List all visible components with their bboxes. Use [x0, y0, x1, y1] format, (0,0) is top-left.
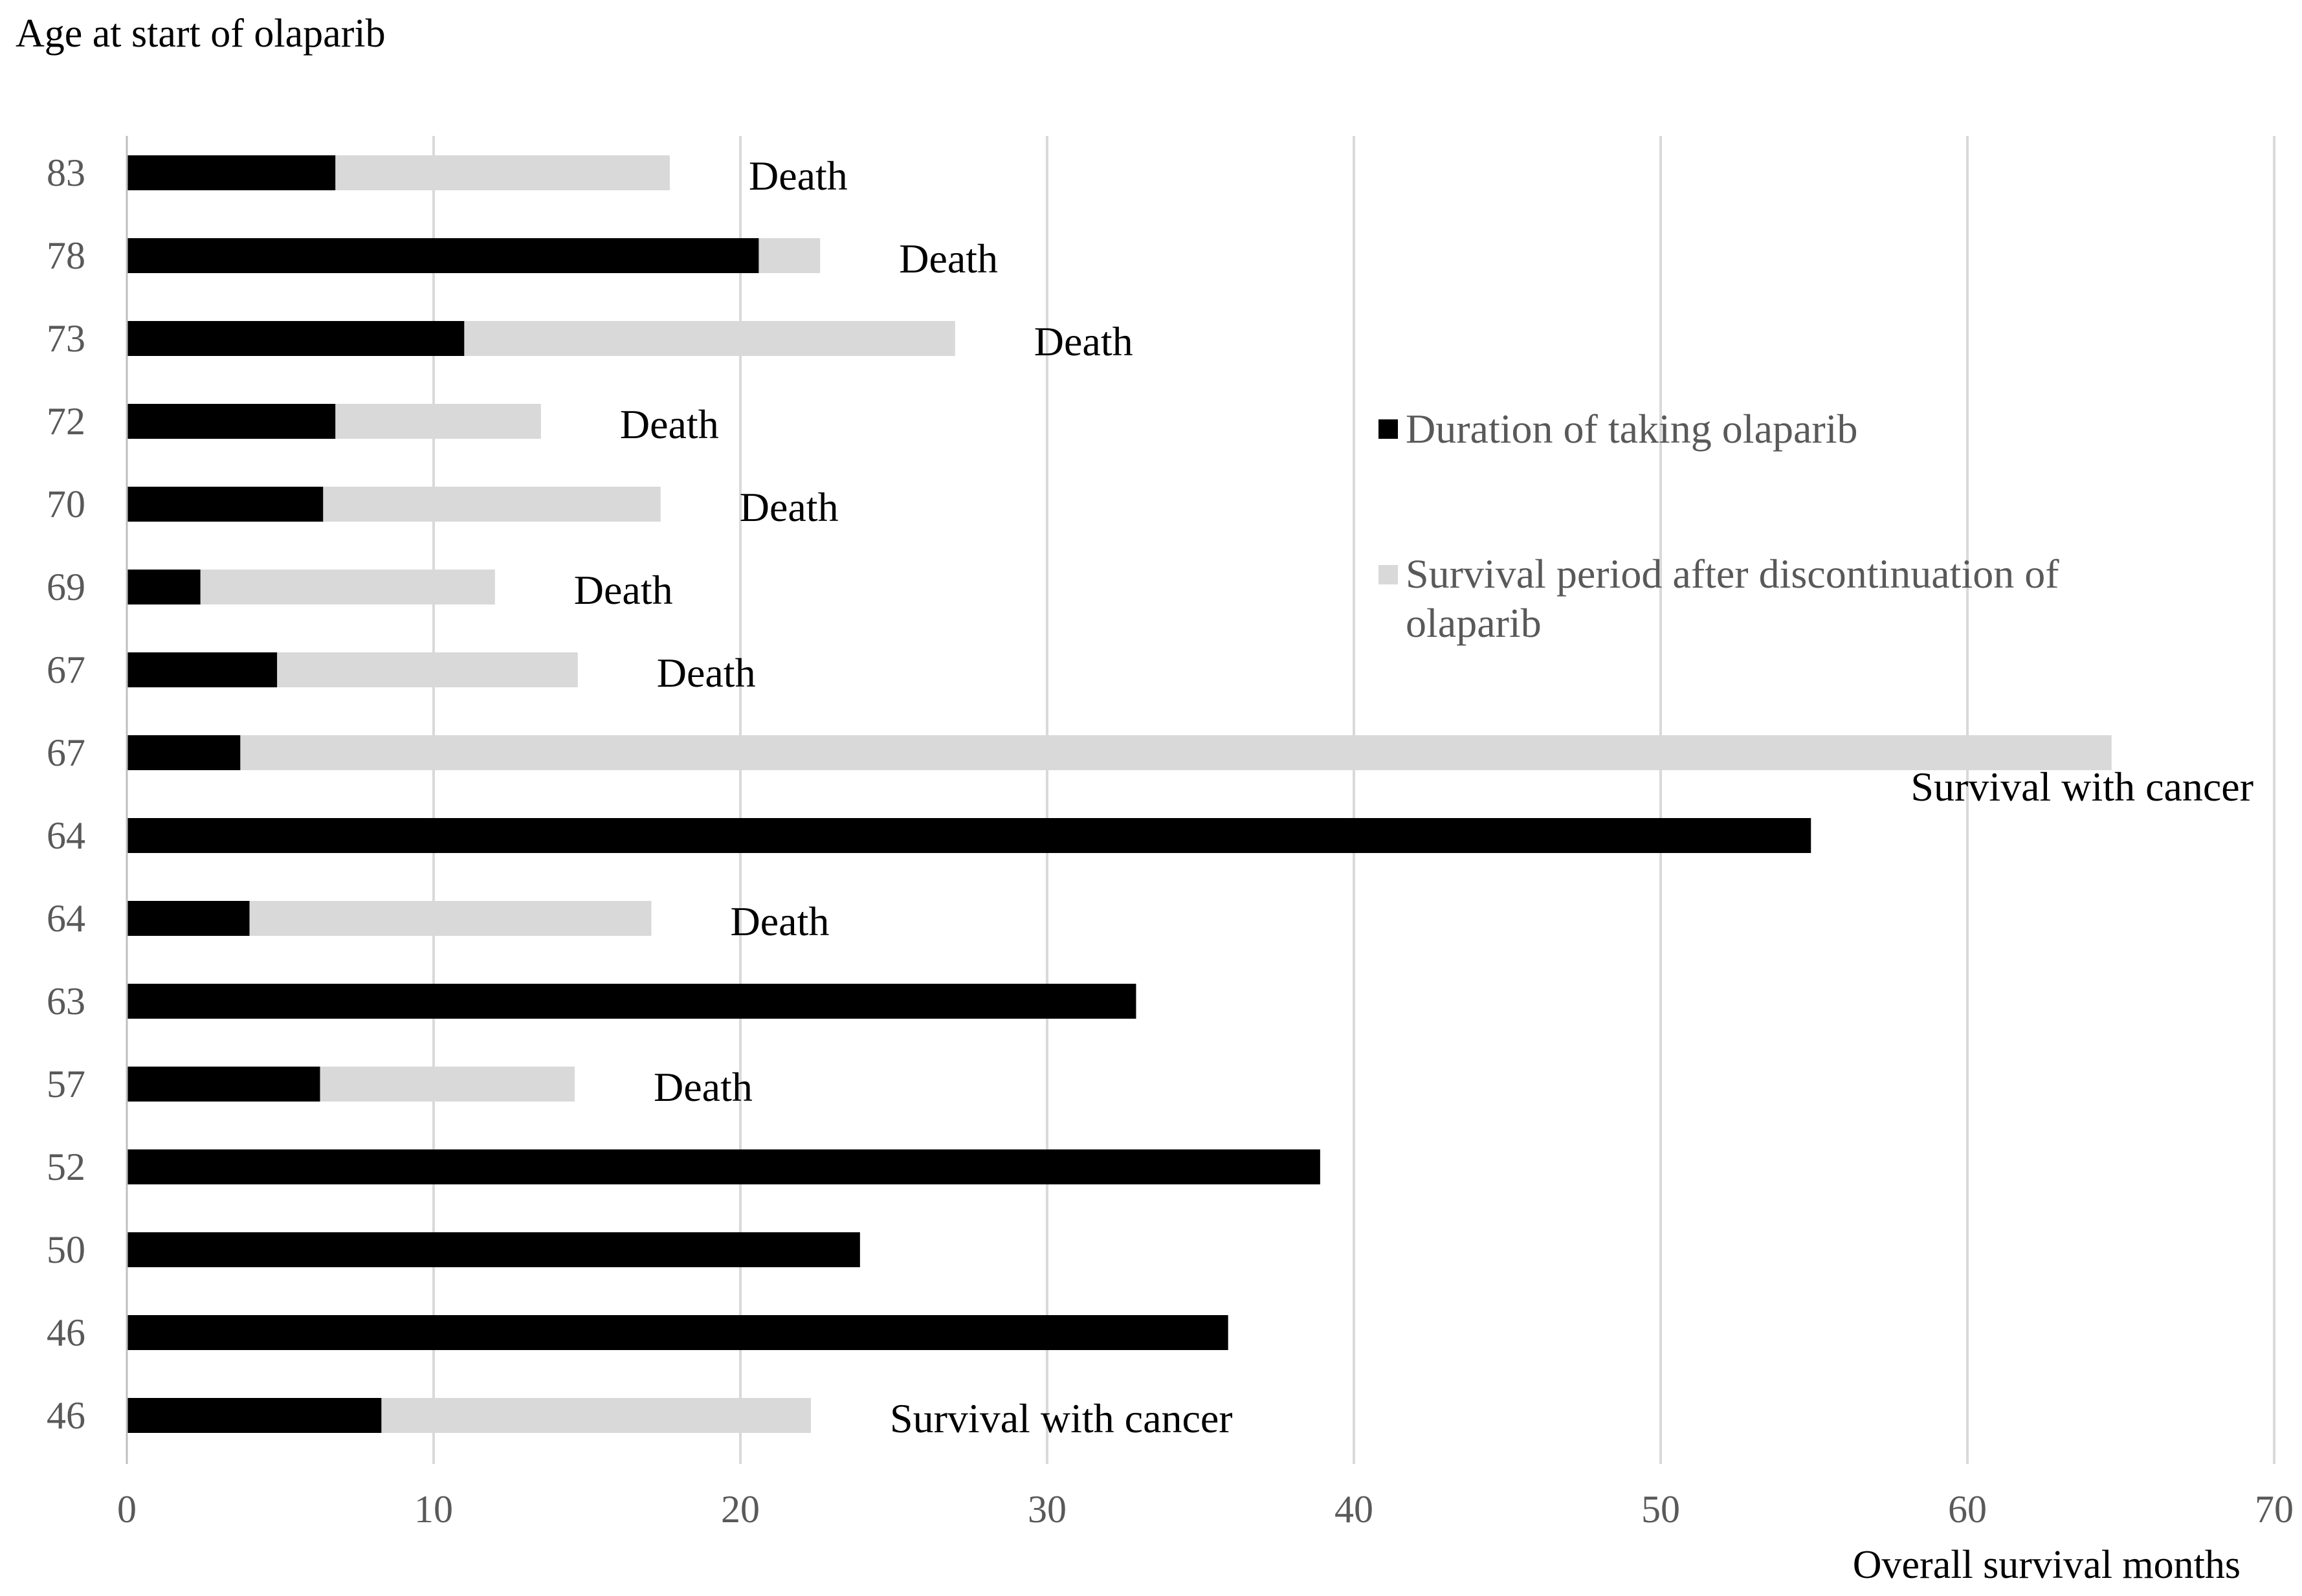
bar-duration [127, 1149, 1320, 1184]
annotation-label: Death [574, 567, 673, 613]
x-tick-label: 50 [1641, 1488, 1680, 1531]
bar-survival-after [277, 652, 578, 687]
gridlines [432, 136, 2275, 1464]
bar-survival-after [381, 1398, 812, 1433]
y-tick-label: 64 [47, 814, 85, 857]
y-tick-label: 46 [47, 1311, 85, 1354]
y-tick-label: 78 [47, 234, 85, 277]
bar-duration [127, 321, 465, 356]
y-tick-label: 64 [47, 897, 85, 940]
bar-duration [127, 1315, 1228, 1350]
x-tick-label: 60 [1948, 1488, 1987, 1531]
bar-duration [127, 735, 241, 770]
bars [127, 155, 2112, 1433]
y-tick-labels: 83 78 73 72 70 69 67 67 64 64 63 57 52 50 46 46 [47, 151, 85, 1437]
y-tick-label: 83 [47, 151, 85, 194]
legend-label-duration: Duration of taking olaparib [1406, 406, 1857, 452]
x-tick-label: 70 [2255, 1488, 2294, 1531]
annotation-label: Death [899, 236, 998, 282]
bar-survival-after [249, 901, 652, 936]
bar-duration [127, 1232, 860, 1267]
y-tick-label: 69 [47, 566, 85, 608]
legend-label-survival: Survival period after discontinuation of… [1406, 551, 2070, 646]
bar-survival-after [323, 487, 661, 522]
bar-survival-after [200, 570, 495, 604]
bar-survival-after [240, 735, 2112, 770]
x-tick-label: 20 [721, 1488, 760, 1531]
y-tick-label: 50 [47, 1228, 85, 1271]
y-tick-label: 67 [47, 648, 85, 691]
y-tick-label: 46 [47, 1394, 85, 1437]
bar-annotations: Death Death Death Death Death Death Death Survi… [574, 153, 2253, 1441]
legend: Duration of taking olaparib Survival per… [1378, 406, 2070, 646]
y-tick-label: 57 [47, 1063, 85, 1105]
bar-duration [127, 155, 336, 190]
bar-duration [127, 901, 250, 936]
y-tick-label: 63 [47, 980, 85, 1023]
bar-duration [127, 652, 278, 687]
bar-survival-after [464, 321, 955, 356]
bar-survival-after [335, 404, 541, 439]
bar-survival-after [335, 155, 670, 190]
x-tick-label: 10 [414, 1488, 453, 1531]
y-tick-label: 52 [47, 1146, 85, 1188]
y-tick-label: 67 [47, 731, 85, 774]
bar-duration [127, 984, 1136, 1019]
y-tick-label: 72 [47, 400, 85, 443]
annotation-label: Death [1034, 318, 1133, 364]
bar-duration [127, 818, 1811, 853]
x-tick-label: 0 [117, 1488, 137, 1531]
bar-survival-after [320, 1067, 575, 1102]
annotation-label: Survival with cancer [890, 1395, 1233, 1441]
legend-swatch-survival [1378, 565, 1398, 584]
legend-swatch-duration [1378, 419, 1398, 439]
bar-duration [127, 238, 759, 273]
annotation-label: Death [740, 484, 839, 530]
annotation-label: Death [620, 401, 719, 447]
x-tick-label: 30 [1028, 1488, 1067, 1531]
annotation-label: Death [657, 650, 756, 696]
bar-duration [127, 1398, 382, 1433]
bar-duration [127, 404, 336, 439]
annotation-label: Death [654, 1064, 753, 1110]
x-tick-labels: 0 10 20 30 40 50 60 70 [117, 1488, 2294, 1531]
x-axis-title: Overall survival months [1853, 1543, 2241, 1587]
y-axis-title: Age at start of olaparib [16, 12, 386, 56]
annotation-label: Survival with cancer [1910, 764, 2253, 810]
y-tick-label: 70 [47, 483, 85, 526]
bar-survival-after [758, 238, 821, 273]
bar-duration [127, 487, 324, 522]
annotation-label: Death [749, 153, 848, 199]
bar-duration [127, 1067, 320, 1102]
bar-duration [127, 570, 201, 604]
annotation-label: Death [731, 898, 830, 944]
y-tick-label: 73 [47, 317, 85, 360]
x-tick-label: 40 [1334, 1488, 1373, 1531]
